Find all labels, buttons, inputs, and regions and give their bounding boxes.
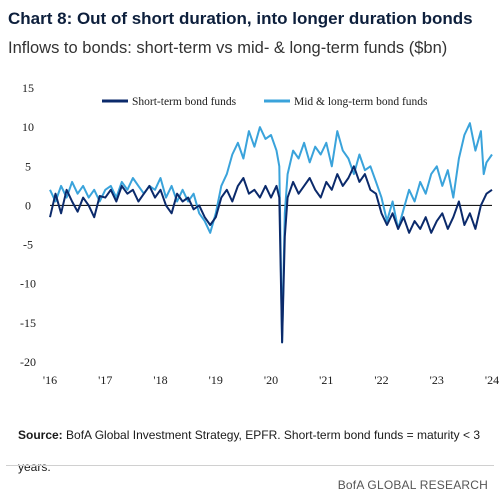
series-layer [49, 122, 493, 344]
x-tick-label: '16 [43, 373, 57, 387]
y-tick-label: 10 [22, 120, 34, 134]
x-tick-label: '22 [374, 373, 388, 387]
brand-footer: BofA GLOBAL RESEARCH [337, 478, 488, 492]
footer-divider [6, 465, 494, 466]
legend-label: Short-term bond funds [132, 96, 237, 108]
source-note: Source: BofA Global Investment Strategy,… [18, 419, 488, 483]
y-axis-ticks: 15 10 5 0 -5 -10 -15 -20 [20, 81, 492, 369]
y-tick-label: -10 [20, 277, 36, 291]
y-tick-label: 5 [25, 159, 31, 173]
x-tick-label: '24 [485, 373, 499, 387]
legend-label: Mid & long-term bond funds [294, 96, 428, 108]
y-tick-label: -15 [20, 316, 36, 330]
chart-subtitle: Inflows to bonds: short-term vs mid- & l… [8, 39, 448, 57]
x-tick-label: '20 [264, 373, 278, 387]
x-tick-label: '23 [430, 373, 444, 387]
y-tick-label: 0 [25, 198, 31, 212]
x-tick-label: '19 [209, 373, 223, 387]
x-tick-label: '18 [153, 373, 167, 387]
source-text: BofA Global Investment Strategy, EPFR. S… [18, 428, 480, 474]
series-line [49, 122, 493, 344]
series-line [49, 165, 493, 344]
y-tick-label: 15 [22, 81, 34, 95]
x-tick-label: '21 [319, 373, 333, 387]
y-tick-label: -20 [20, 355, 36, 369]
legend: Short-term bond funds Mid & long-term bon… [102, 96, 428, 108]
y-tick-label: -5 [23, 238, 33, 252]
x-axis-ticks: '16 '17 '18 '19 '20 '21 '22 '23 '24 [43, 373, 499, 387]
chart-title: Chart 8: Out of short duration, into lon… [8, 9, 473, 28]
x-tick-label: '17 [98, 373, 112, 387]
source-label: Source: [18, 428, 63, 442]
